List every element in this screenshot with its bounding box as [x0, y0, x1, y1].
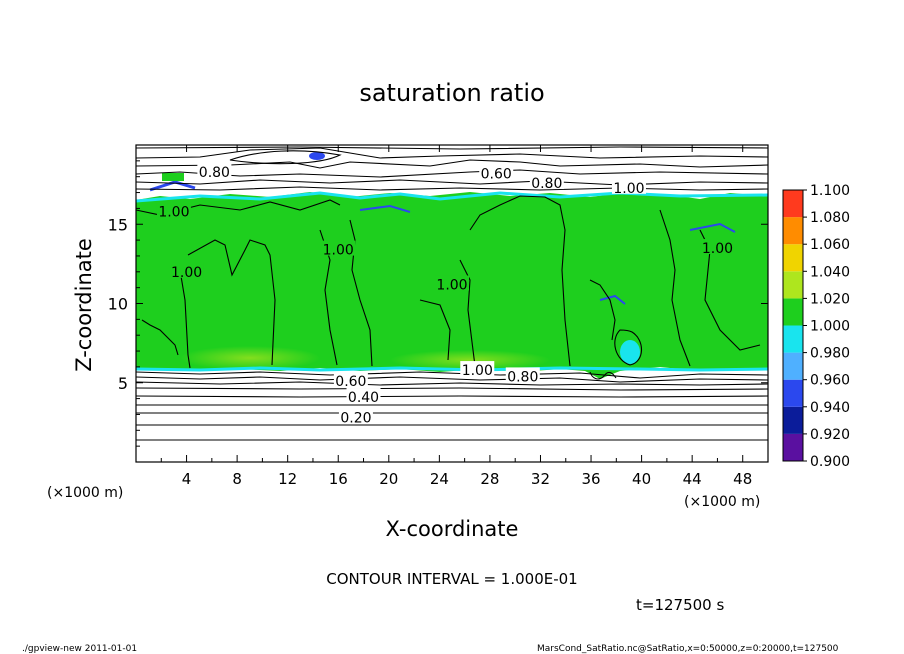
- x-tick-label: 12: [278, 470, 297, 488]
- x-tick-label: 32: [531, 470, 550, 488]
- time-label: t=127500 s: [636, 596, 724, 614]
- contour-label: 1.00: [158, 205, 189, 221]
- contour-label: 1.00: [436, 277, 467, 293]
- colorbar-tick-label: 0.960: [810, 373, 850, 389]
- contours-saturated: [136, 195, 761, 369]
- contour-label: 0.60: [481, 167, 512, 183]
- contour-label: 1.00: [171, 265, 202, 281]
- low-value-streak: [599, 294, 626, 305]
- x-tick-label: 44: [683, 470, 702, 488]
- x-tick-label: 16: [329, 470, 348, 488]
- lower-edge-fringe: [136, 366, 768, 372]
- supersaturated-patch: [390, 350, 550, 370]
- contour-label-bg: [169, 262, 204, 278]
- x-axis-units: (×1000 m): [684, 494, 760, 510]
- contour-labels: 0.80 0.60 0.80 1.00 1.00 1.00 1.00 1.00 1.00 1.00…: [156, 162, 735, 427]
- colorbar-segment: [783, 352, 803, 380]
- supersaturated-patch: [180, 346, 320, 370]
- colorbar-tick-label: 1.060: [810, 237, 850, 253]
- contour-label-bg: [460, 361, 495, 377]
- y-tick-label: 10: [108, 295, 128, 314]
- colorbar-segment: [783, 433, 803, 461]
- contour-label: 0.40: [348, 390, 379, 406]
- contour-label: 0.80: [531, 176, 562, 192]
- contour-label: 0.60: [335, 374, 366, 390]
- colorbar-segment: [783, 406, 803, 434]
- x-tick-label: 40: [632, 470, 651, 488]
- colorbar-segment: [783, 379, 803, 407]
- colorbar: 0.900 0.920 0.940 0.960 0.980 1.000 1.020 1.040…: [782, 183, 850, 470]
- x-tick-label: 36: [581, 470, 600, 488]
- plot-area: [135, 144, 769, 463]
- contour-label-bg: [700, 239, 735, 255]
- chart-title: saturation ratio: [359, 79, 544, 107]
- x-tick-label: 20: [379, 470, 398, 488]
- contour-label: 1.00: [613, 181, 644, 197]
- contour-label-bg: [435, 275, 469, 291]
- low-value-spot: [309, 152, 325, 160]
- x-tick-label: 28: [480, 470, 499, 488]
- contour-label: 1.00: [323, 243, 354, 259]
- low-value-streak: [149, 180, 196, 192]
- contour-label-bg: [529, 174, 564, 190]
- x-tick-label: 8: [232, 470, 242, 488]
- contour-label: 0.20: [340, 411, 371, 427]
- footer-right: MarsCond_SatRatio.nc@SatRatio,x=0:50000,…: [537, 644, 839, 654]
- contour-interval-label: CONTOUR INTERVAL = 1.000E-01: [326, 570, 577, 588]
- x-tick-label: 24: [430, 470, 449, 488]
- colorbar-tick-label: 0.940: [810, 400, 850, 416]
- colorbar-tick-label: 0.900: [810, 454, 850, 470]
- colorbar-segment: [783, 325, 803, 353]
- saturated-patch: [162, 173, 184, 181]
- colorbar-tick-label: 1.000: [810, 319, 850, 335]
- x-axis-label: X-coordinate: [386, 517, 519, 541]
- colorbar-tick-label: 1.100: [810, 183, 850, 199]
- y-tick-label: 5: [118, 374, 128, 393]
- contour-label-bg: [156, 202, 191, 218]
- contours-lower: [136, 371, 768, 441]
- contour-label: 0.80: [199, 165, 230, 181]
- contour-label-bg: [321, 240, 356, 256]
- x-tick-label: 48: [733, 470, 752, 488]
- low-value-streak: [359, 204, 411, 213]
- contour-label-bg: [611, 178, 646, 194]
- colorbar-segment: [783, 190, 803, 218]
- contour-label-bg: [346, 388, 381, 404]
- colorbar-segment: [783, 217, 803, 245]
- x-axis: 4 8 12 16 20 24 28 32 36 40 44 48: [160, 145, 752, 488]
- low-value-spot: [620, 340, 640, 364]
- x-tick-label: 4: [182, 470, 192, 488]
- colorbar-tick-label: 1.040: [810, 264, 850, 280]
- colorbar-tick-label: 1.080: [810, 210, 850, 226]
- contour-label-bg: [338, 408, 373, 424]
- contour-label: 0.80: [507, 369, 538, 385]
- colorbar-tick-label: 1.020: [810, 291, 850, 307]
- colorbar-segment: [783, 244, 803, 272]
- contours-upper: [136, 146, 768, 191]
- colorbar-tick-label: 0.980: [810, 346, 850, 362]
- y-axis-label: Z-coordinate: [72, 238, 96, 372]
- y-tick-label: 15: [108, 215, 128, 234]
- contour-label-bg: [333, 372, 368, 388]
- contour-label-bg: [197, 162, 232, 178]
- contour-label-bg: [505, 367, 540, 383]
- y-axis-units: (×1000 m): [47, 485, 123, 501]
- colorbar-segment: [783, 271, 803, 299]
- footer-left: ./gpview-new 2011-01-01: [22, 644, 137, 654]
- contour-label: 1.00: [702, 241, 733, 257]
- contour-label-bg: [479, 164, 514, 180]
- y-axis: 5 10 15: [108, 160, 768, 447]
- contour-label: 1.00: [462, 363, 493, 379]
- colorbar-segment: [783, 298, 803, 326]
- colorbar-tick-label: 0.920: [810, 427, 850, 443]
- low-value-streak: [689, 222, 736, 233]
